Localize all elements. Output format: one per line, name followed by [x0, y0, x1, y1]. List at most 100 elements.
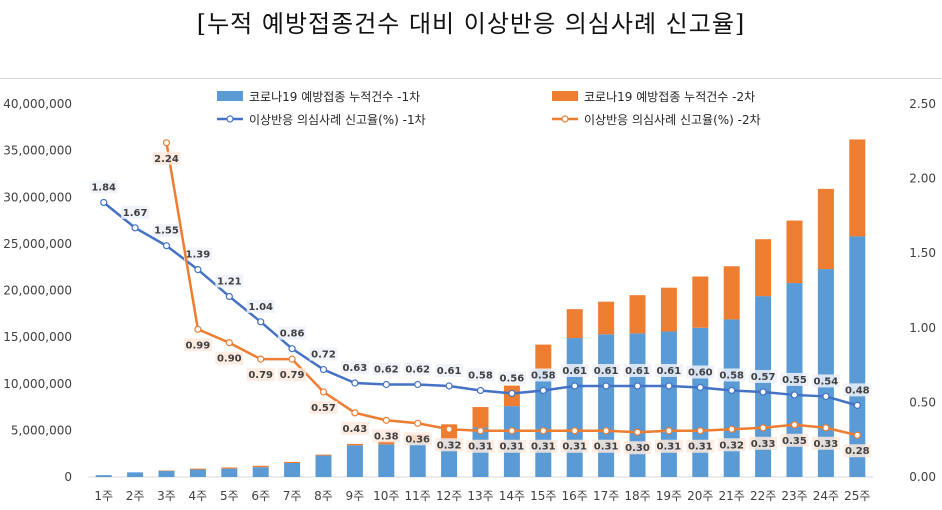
rate-dose1-data-label: 0.58 — [468, 370, 493, 381]
rate-dose2-point — [382, 416, 390, 424]
rate-dose1-point — [445, 382, 453, 390]
rate-dose2-data-label: 0.32 — [719, 440, 744, 451]
x-tick-label: 23주 — [781, 489, 807, 503]
legend-label: 코로나19 예방접종 누적건수 -2차 — [584, 90, 755, 104]
rate-dose2-label-bg — [686, 439, 715, 453]
rate-dose2-data-label: 0.31 — [468, 442, 493, 453]
bar-dose2 — [346, 443, 363, 446]
rate-dose1-label-bg — [592, 363, 621, 377]
rate-dose1-point — [539, 386, 547, 395]
rate-dose1-data-label: 1.55 — [154, 226, 179, 237]
rate-dose2-data-label: 0.31 — [500, 442, 525, 453]
rate-dose1-point — [319, 365, 328, 374]
x-tick-label: 14주 — [499, 489, 525, 503]
rate-dose2-label-bg — [215, 351, 244, 365]
rate-dose1-label-bg — [403, 362, 432, 376]
rate-dose1-point — [508, 389, 516, 398]
rate-dose1-data-label: 0.61 — [625, 366, 650, 377]
bar-dose1 — [221, 468, 238, 477]
bar-dose1 — [817, 269, 834, 477]
rate-dose2-point — [351, 409, 359, 417]
rate-dose1-point — [382, 380, 390, 389]
x-tick-label: 25주 — [844, 489, 870, 503]
rate-dose2-point — [539, 427, 547, 435]
bar-dose1 — [284, 463, 301, 477]
x-tick-label: 7주 — [283, 489, 302, 503]
right-axis-tick: 0.50 — [909, 395, 936, 409]
legend-swatch — [552, 91, 578, 101]
x-tick-label: 3주 — [157, 489, 176, 503]
right-axis-tick: 1.50 — [909, 246, 936, 260]
rate-dose2-data-label: 0.33 — [814, 439, 839, 450]
rate-dose2-data-label: 0.31 — [594, 442, 619, 453]
bar-dose1 — [535, 369, 552, 477]
rate-dose1-data-label: 0.58 — [719, 370, 744, 381]
rate-dose2-data-label: 0.90 — [217, 354, 242, 365]
rate-dose2-data-label: 0.57 — [311, 403, 336, 414]
rate-dose1-data-label: 0.62 — [405, 364, 430, 375]
bar-dose1 — [346, 445, 363, 477]
rate-dose2-data-label: 0.36 — [405, 434, 430, 445]
rate-dose2-data-label: 0.33 — [751, 439, 776, 450]
rate-dose1-data-label: 0.63 — [343, 363, 368, 374]
bar-dose2 — [378, 441, 395, 445]
rate-dose1-point — [853, 401, 861, 409]
left-axis-tick: 0 — [64, 470, 72, 484]
rate-dose1-point — [759, 388, 767, 396]
rate-dose2-point — [696, 427, 704, 435]
rate-dose2-data-label: 0.31 — [688, 442, 713, 453]
left-axis-tick: 10,000,000 — [3, 377, 72, 391]
x-tick-label: 11주 — [405, 489, 431, 503]
x-tick-label: 19주 — [656, 489, 682, 503]
rate-dose2-label-bg — [372, 429, 401, 443]
bar-dose2 — [660, 287, 677, 332]
left-axis-tick: 15,000,000 — [3, 330, 72, 344]
rate-dose1-point — [476, 386, 485, 395]
rate-dose2-label-bg — [749, 436, 778, 450]
rate-dose2-label-bg — [435, 438, 464, 452]
rate-dose2-data-label: 0.32 — [437, 440, 462, 451]
rate-dose1-label-bg — [497, 371, 526, 385]
rate-dose2-label-bg — [560, 439, 589, 453]
rate-dose2-label-bg — [780, 433, 809, 447]
rate-dose1-point — [696, 383, 704, 392]
bar-dose2 — [472, 407, 489, 428]
rate-dose2-data-label: 0.35 — [782, 436, 807, 447]
bar-dose1 — [127, 472, 144, 477]
rate-dose1-data-label: 1.39 — [186, 250, 211, 261]
rate-dose2-label-bg — [843, 444, 872, 458]
rate-dose1-label-bg — [466, 368, 495, 382]
bar-dose2 — [252, 465, 269, 468]
rate-dose1-label-bg — [183, 247, 212, 261]
rate-dose2-point — [728, 425, 736, 433]
rate-dose1-point — [728, 386, 736, 395]
rate-dose1-label-bg — [717, 368, 746, 382]
rate-dose1-data-label: 0.61 — [437, 366, 462, 377]
rate-dose1-data-label: 0.60 — [688, 367, 713, 378]
x-tick-label: 12주 — [436, 489, 462, 503]
rate-dose2-point — [602, 427, 610, 435]
x-tick-label: 24주 — [813, 489, 839, 503]
rate-dose2-point — [633, 428, 642, 436]
bar-dose1 — [755, 296, 772, 477]
rate-dose2-data-label: 0.31 — [657, 442, 682, 453]
rate-dose2-data-label: 0.30 — [625, 443, 650, 454]
x-tick-label: 5주 — [220, 489, 239, 503]
bar-dose2 — [723, 266, 740, 320]
rate-dose2-label-bg — [466, 439, 495, 453]
right-axis-tick: 1.00 — [909, 321, 936, 335]
rate-dose1-label-bg — [435, 363, 464, 377]
bar-dose2 — [629, 295, 646, 334]
rate-dose2-data-label: 0.79 — [280, 370, 305, 381]
rate-dose1-data-label: 0.61 — [562, 366, 587, 377]
x-tick-label: 10주 — [373, 489, 399, 503]
rate-dose2-point — [790, 421, 799, 429]
right-axis-tick: 2.50 — [909, 97, 936, 111]
rate-dose1-data-label: 0.62 — [374, 364, 399, 375]
rate-dose1-label-bg — [811, 374, 840, 388]
rate-dose1-data-label: 0.86 — [280, 329, 305, 340]
rate-dose2-label-bg — [654, 439, 683, 453]
rate-dose1-data-label: 0.61 — [657, 366, 682, 377]
rate-dose2-point — [759, 424, 767, 432]
rate-dose1-label-bg — [340, 361, 369, 375]
